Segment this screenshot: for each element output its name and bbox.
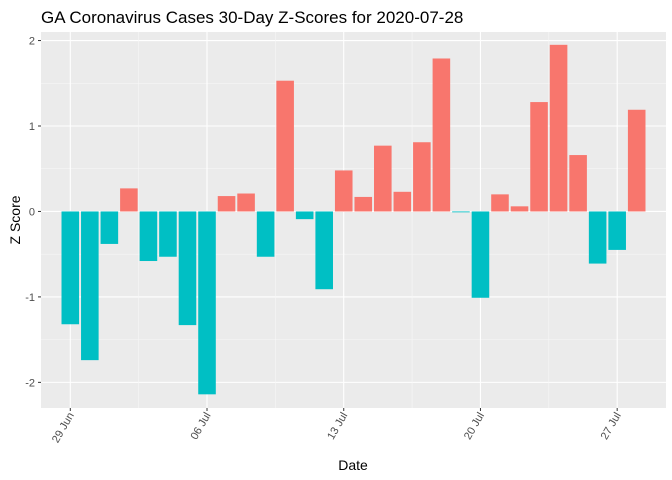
bar <box>432 58 451 212</box>
x-axis-ticks: 29 Jun 06 Jul 13 Jul 20 Jul 27 Jul <box>50 408 624 445</box>
bar <box>81 211 99 361</box>
bar <box>198 211 216 395</box>
y-tick-label: -1 <box>25 292 35 304</box>
bar <box>100 211 119 244</box>
bar <box>569 155 587 212</box>
bar <box>256 211 275 257</box>
x-tick-label: 20 Jul <box>462 411 487 442</box>
x-tick-label: 06 Jul <box>189 411 214 442</box>
bar <box>374 145 392 212</box>
bar <box>178 211 197 326</box>
y-tick-label: 1 <box>29 121 35 133</box>
y-axis-title: Z Score <box>7 195 23 244</box>
x-tick-label: 13 Jul <box>325 411 350 442</box>
x-tick-label: 27 Jul <box>599 411 624 442</box>
plot-panel <box>41 32 666 408</box>
bar <box>139 211 158 262</box>
bar <box>549 44 568 212</box>
bar <box>491 194 509 212</box>
y-tick-label: 0 <box>29 206 35 218</box>
bar <box>120 188 138 212</box>
bar <box>217 196 236 212</box>
y-axis-ticks: -2 -1 0 1 2 <box>25 36 41 389</box>
bar <box>510 206 529 212</box>
x-axis-title: Date <box>338 457 368 473</box>
bar <box>588 211 607 264</box>
bars <box>61 44 646 395</box>
bar <box>452 211 470 213</box>
bar <box>295 211 314 220</box>
bar <box>159 211 177 257</box>
bar <box>237 193 255 212</box>
bar <box>334 170 353 212</box>
bar <box>530 102 548 212</box>
bar <box>315 211 333 290</box>
bar <box>471 211 490 298</box>
bar <box>61 211 80 325</box>
bar <box>276 80 294 212</box>
bar <box>627 109 646 212</box>
chart-title: GA Coronavirus Cases 30-Day Z-Scores for… <box>41 8 463 27</box>
bar <box>413 142 431 212</box>
bar <box>393 191 412 212</box>
y-tick-label: 2 <box>29 36 35 48</box>
bar <box>354 196 373 212</box>
x-tick-label: 29 Jun <box>50 411 77 446</box>
bar <box>608 211 626 250</box>
y-tick-label: -2 <box>25 377 35 389</box>
